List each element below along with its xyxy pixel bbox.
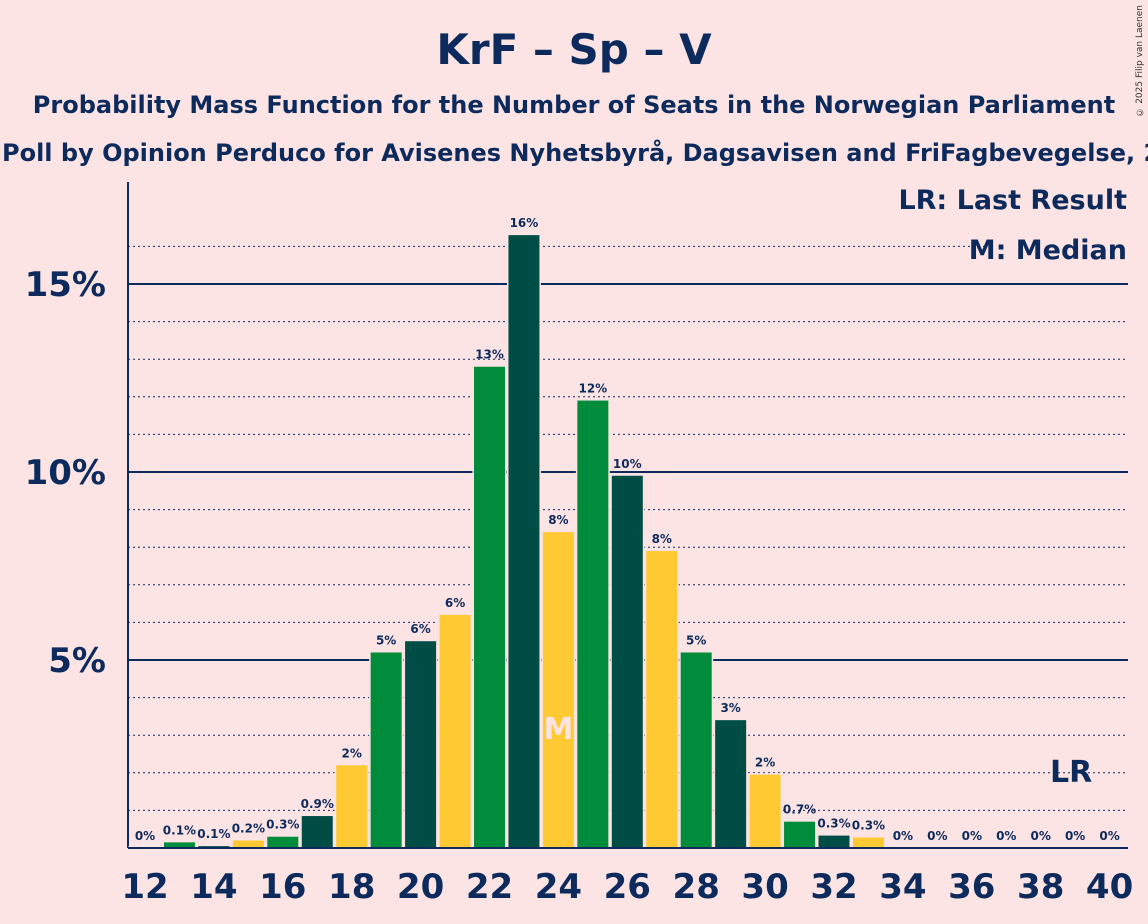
x-tick-label: 32 (810, 867, 857, 907)
bar-value-label: 8% (652, 532, 672, 546)
bar-value-label: 16% (510, 216, 539, 230)
chart-title: KrF – Sp – V (436, 25, 712, 74)
median-marker: M (543, 712, 573, 747)
bar (232, 840, 264, 848)
y-tick-label: 10% (25, 453, 106, 493)
bar-value-label: 0.3% (266, 818, 299, 832)
bar (267, 836, 299, 848)
bar (405, 641, 437, 848)
legend-median: M: Median (969, 235, 1127, 266)
bar-value-label: 0% (962, 829, 982, 843)
x-axis: 12 14 16 18 20 22 24 26 28 30 32 34 36 38 40 (121, 847, 1133, 907)
bar (163, 842, 195, 848)
bar (680, 652, 712, 848)
bar (715, 720, 747, 848)
bar (439, 614, 471, 848)
bar (370, 652, 402, 848)
legend-last-result: LR: Last Result (898, 185, 1127, 216)
bar-value-label: 0% (1065, 829, 1085, 843)
legend-box (985, 238, 1125, 280)
y-tick-label: 15% (25, 265, 106, 305)
x-tick-label: 22 (466, 867, 513, 907)
bar (749, 774, 781, 848)
bar-value-label: 0.1% (163, 823, 196, 837)
bar-value-label: 0% (996, 829, 1016, 843)
x-tick-label: 30 (741, 867, 788, 907)
bar (542, 532, 574, 848)
bar-value-label: 0.1% (197, 827, 230, 841)
bar (508, 235, 540, 848)
bar-value-label: 0.3% (817, 817, 850, 831)
bar-value-label: 0.2% (232, 821, 265, 835)
x-tick-label: 18 (328, 867, 375, 907)
x-tick-label: 16 (259, 867, 306, 907)
bar (852, 837, 884, 848)
x-tick-label: 40 (1086, 867, 1133, 907)
bar-value-label: 0% (1099, 829, 1119, 843)
x-tick-label: 20 (397, 867, 444, 907)
last-result-marker: LR (1050, 755, 1092, 790)
bar-value-label: 3% (720, 701, 740, 715)
bar-value-label: 0.7% (783, 803, 816, 817)
bar-value-label: 8% (548, 513, 568, 527)
bar-value-label: 5% (376, 633, 396, 647)
bar-value-label: 0.9% (301, 797, 334, 811)
bar-value-label: 0.3% (852, 818, 885, 832)
bar-value-label: 5% (686, 633, 706, 647)
bar (577, 400, 609, 848)
x-tick-label: 38 (1017, 867, 1064, 907)
bar (301, 816, 333, 848)
bar-value-label: 6% (410, 622, 430, 636)
bars: 0% 0.1% 0.1% 0.2% 0.3%0.9%2%5%6%6%13%16%8%M1… (128, 216, 1127, 848)
bar-value-label: 0% (893, 829, 913, 843)
bar (611, 475, 643, 848)
bar-value-label: 2% (342, 746, 362, 760)
x-tick-label: 28 (673, 867, 720, 907)
x-tick-label: 36 (948, 867, 995, 907)
bar (646, 550, 678, 848)
x-tick-label: 12 (121, 867, 168, 907)
chart-source: Poll by Opinion Perduco for Avisenes Nyh… (2, 138, 1148, 167)
bar-value-label: 0% (927, 829, 947, 843)
y-tick-label: 5% (48, 641, 106, 681)
bar-value-label: 12% (578, 382, 607, 396)
x-tick-label: 34 (879, 867, 926, 907)
bar-value-label: 13% (475, 348, 504, 362)
bar (336, 765, 368, 848)
bar-value-label: 0% (135, 829, 155, 843)
bar (474, 366, 505, 848)
x-tick-label: 14 (190, 867, 237, 907)
bar-value-label: 6% (445, 596, 465, 610)
x-tick-label: 24 (535, 867, 582, 907)
bar-value-label: 0% (1031, 829, 1051, 843)
bar-value-label: 10% (613, 457, 642, 471)
bar-value-label: 2% (755, 756, 775, 770)
bar (818, 835, 850, 848)
bar (784, 821, 816, 848)
y-axis: 5% 10% 15% (25, 182, 129, 848)
chart-subtitle: Probability Mass Function for the Number… (33, 91, 1115, 119)
x-tick-label: 26 (604, 867, 651, 907)
